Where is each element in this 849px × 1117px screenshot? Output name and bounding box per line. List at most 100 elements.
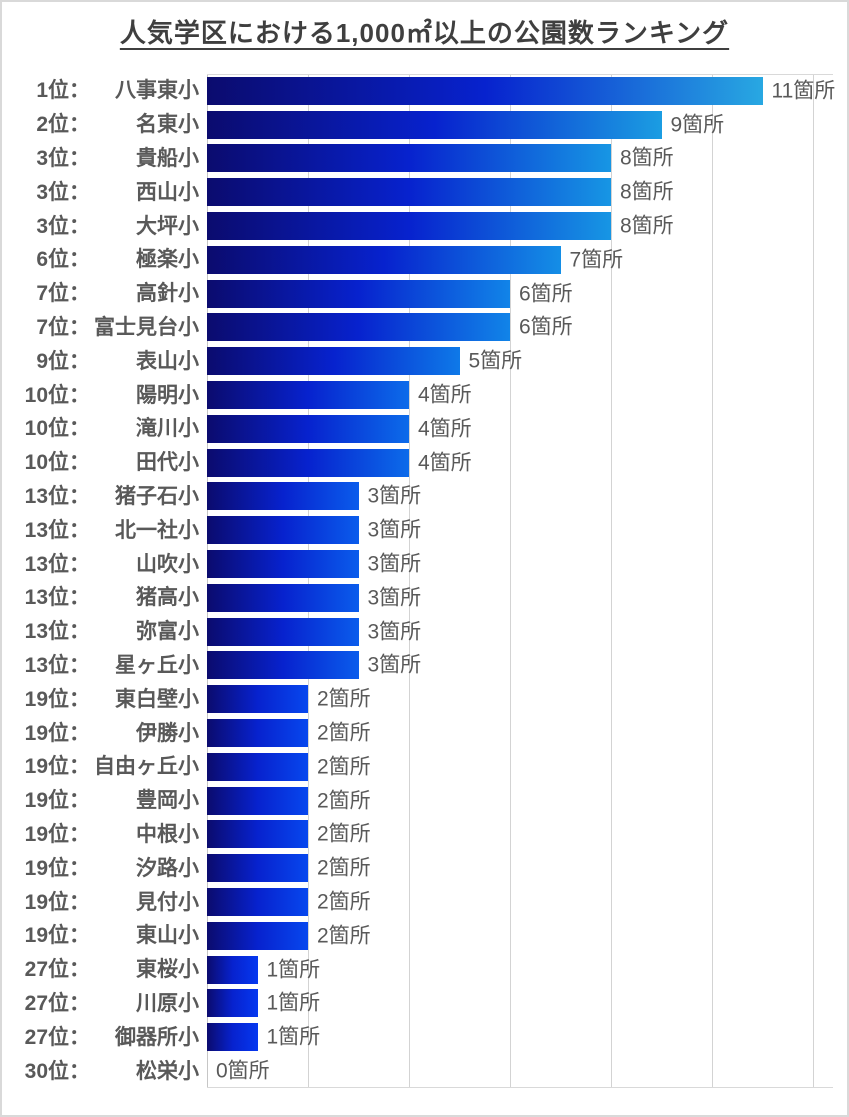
chart-row: 13位： 星ヶ丘小 3箇所	[10, 649, 847, 683]
row-label: 19位： 豊岡小	[10, 790, 207, 811]
bar	[207, 854, 308, 883]
row-label: 19位： 東山小	[10, 925, 207, 946]
rank-label: 27位：	[24, 1025, 90, 1049]
rank-label: 10位：	[24, 383, 90, 407]
rank-label: 6位：	[36, 248, 90, 272]
bar	[207, 820, 308, 849]
school-name-label: 田代小	[136, 451, 199, 475]
chart-row: 3位： 貴船小 8箇所	[10, 142, 847, 176]
bar-track: 2箇所	[207, 818, 847, 852]
bar	[207, 313, 510, 342]
rank-label: 13位：	[24, 620, 90, 644]
row-label: 9位： 表山小	[10, 351, 207, 372]
bar	[207, 685, 308, 714]
chart-row: 30位： 松栄小 0箇所	[10, 1054, 847, 1088]
school-name-label: 中根小	[136, 822, 199, 846]
bar-track: 0箇所	[207, 1054, 847, 1088]
rank-label: 3位：	[36, 214, 90, 238]
bar-chart: 1位： 八事東小 11箇所 2位： 名東小 9箇所 3位： 貴船小 8箇所 3位： 西山小 8箇所 3位…	[10, 74, 847, 1088]
bar	[207, 989, 258, 1018]
row-label: 6位： 極楽小	[10, 249, 207, 270]
row-label: 13位： 猪子石小	[10, 486, 207, 507]
bar	[207, 178, 611, 207]
bar-track: 1箇所	[207, 1020, 847, 1054]
bar	[207, 921, 308, 950]
value-label: 4箇所	[418, 417, 472, 441]
bar-track: 2箇所	[207, 784, 847, 818]
row-label: 13位： 弥富小	[10, 621, 207, 642]
school-name-label: 西山小	[136, 180, 199, 204]
chart-row: 19位： 見付小 2箇所	[10, 885, 847, 919]
row-label: 19位： 汐路小	[10, 858, 207, 879]
value-label: 8箇所	[620, 180, 674, 204]
school-name-label: 滝川小	[136, 417, 199, 441]
rank-label: 19位：	[24, 822, 90, 846]
rank-label: 19位：	[24, 755, 90, 779]
chart-row: 27位： 御器所小 1箇所	[10, 1020, 847, 1054]
value-label: 7箇所	[569, 248, 624, 272]
bar-track: 3箇所	[207, 480, 847, 514]
chart-row: 7位： 高針小 6箇所	[10, 277, 847, 311]
school-name-label: 川原小	[136, 991, 199, 1015]
row-label: 7位： 富士見台小	[10, 317, 207, 338]
bar	[207, 719, 308, 748]
rank-label: 7位：	[36, 315, 90, 339]
row-label: 27位： 御器所小	[10, 1027, 207, 1048]
value-label: 6箇所	[519, 315, 573, 339]
value-label: 5箇所	[468, 349, 523, 373]
row-label: 10位： 陽明小	[10, 385, 207, 406]
school-name-label: 猪子石小	[115, 484, 199, 508]
school-name-label: 極楽小	[136, 248, 199, 272]
bar-track: 3箇所	[207, 547, 847, 581]
value-label: 3箇所	[367, 518, 422, 542]
chart-title: 人気学区における1,000㎡以上の公園数ランキング	[119, 18, 730, 48]
bar-track: 7箇所	[207, 243, 847, 277]
rank-label: 19位：	[24, 789, 90, 813]
row-label: 13位： 山吹小	[10, 554, 207, 575]
bar	[207, 76, 763, 105]
bar	[207, 110, 662, 139]
bar	[207, 414, 409, 443]
rank-label: 13位：	[24, 484, 90, 508]
bar-track: 5箇所	[207, 344, 847, 378]
bar-track: 9箇所	[207, 108, 847, 142]
bar	[207, 786, 308, 815]
chart-row: 13位： 北一社小 3箇所	[10, 513, 847, 547]
school-name-label: 自由ヶ丘小	[94, 755, 199, 779]
value-label: 3箇所	[367, 484, 422, 508]
row-label: 2位： 名東小	[10, 114, 207, 135]
value-label: 4箇所	[418, 383, 472, 407]
row-label: 13位： 北一社小	[10, 520, 207, 541]
bar-track: 4箇所	[207, 378, 847, 412]
row-label: 27位： 東桜小	[10, 959, 207, 980]
chart-row: 19位： 汐路小 2箇所	[10, 851, 847, 885]
value-label: 2箇所	[317, 789, 371, 813]
rank-label: 10位：	[24, 417, 90, 441]
chart-row: 10位： 田代小 4箇所	[10, 446, 847, 480]
value-label: 3箇所	[367, 586, 422, 610]
row-label: 1位： 八事東小	[10, 80, 207, 101]
value-label: 4箇所	[418, 451, 472, 475]
school-name-label: 星ヶ丘小	[115, 653, 199, 677]
school-name-label: 北一社小	[115, 518, 199, 542]
value-label: 11箇所	[771, 79, 836, 103]
school-name-label: 伊勝小	[136, 721, 199, 745]
bar	[207, 888, 308, 917]
chart-row: 19位： 東白壁小 2箇所	[10, 682, 847, 716]
rank-label: 1位：	[36, 79, 90, 103]
row-label: 19位： 東白壁小	[10, 689, 207, 710]
bar-track: 4箇所	[207, 446, 847, 480]
rank-label: 27位：	[24, 991, 90, 1015]
value-label: 3箇所	[367, 620, 422, 644]
value-label: 2箇所	[317, 924, 371, 948]
value-label: 2箇所	[317, 890, 371, 914]
row-label: 3位： 大坪小	[10, 216, 207, 237]
bar	[207, 482, 359, 511]
bar	[207, 617, 359, 646]
school-name-label: 山吹小	[136, 552, 199, 576]
rank-label: 30位：	[24, 1059, 90, 1083]
chart-row: 3位： 大坪小 8箇所	[10, 209, 847, 243]
school-name-label: 東白壁小	[115, 687, 199, 711]
chart-row: 27位： 東桜小 1箇所	[10, 953, 847, 987]
